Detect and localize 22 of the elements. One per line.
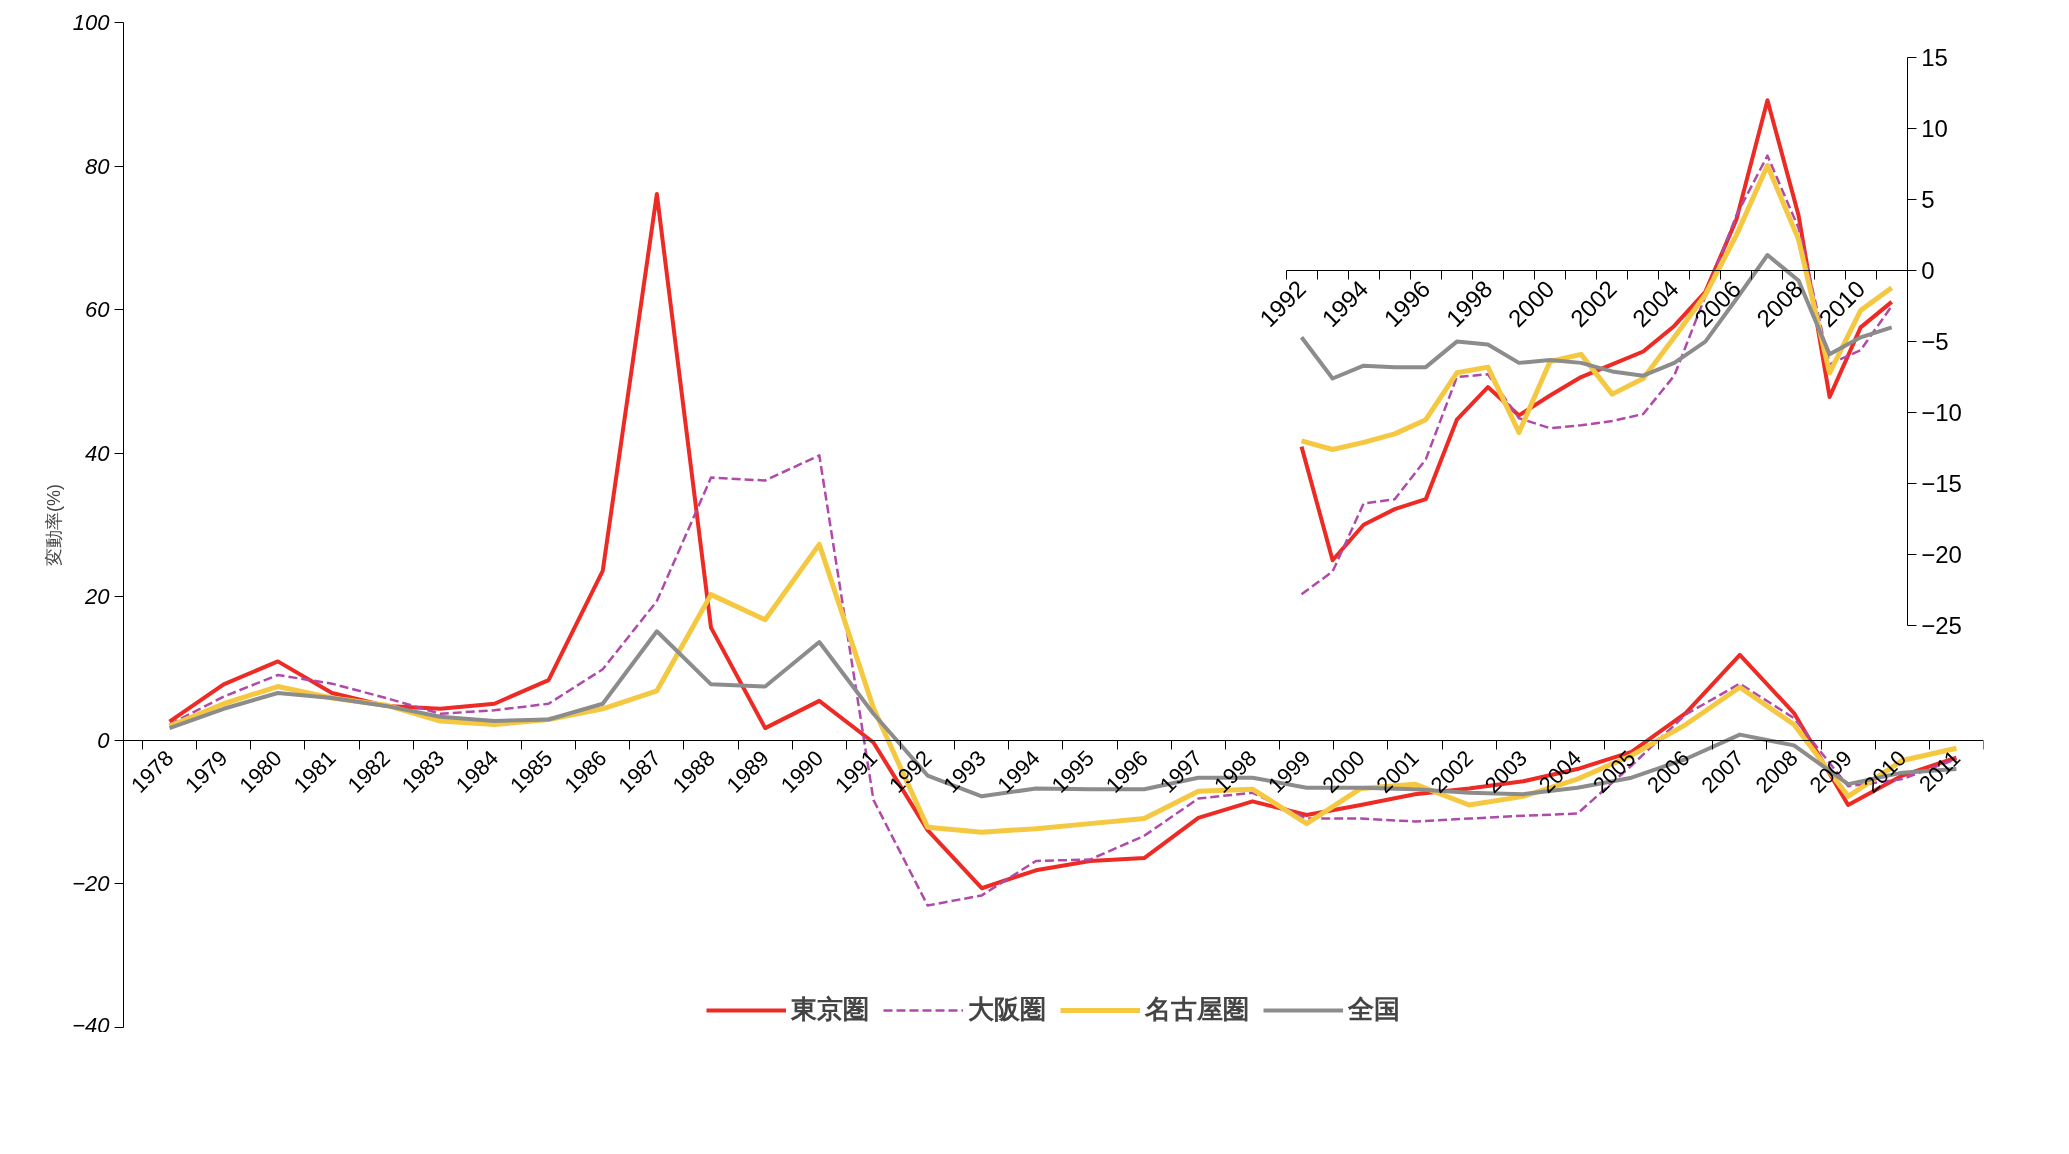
y-tick-label: 0 xyxy=(97,727,111,753)
y-tick-label: 5 xyxy=(1921,186,1935,214)
y-tick-label: 10 xyxy=(1921,115,1948,143)
y-tick-label: 15 xyxy=(1921,44,1948,72)
y-tick-label: −20 xyxy=(72,871,111,897)
legend-label: 東京圏 xyxy=(791,993,869,1026)
y-tick-label: −25 xyxy=(1921,612,1962,639)
y-tick-label: 0 xyxy=(1921,257,1935,285)
y-tick-label: 20 xyxy=(84,584,111,610)
y-tick-label: −15 xyxy=(1921,470,1962,498)
y-tick-label: −5 xyxy=(1921,328,1949,356)
legend-label: 名古屋圏 xyxy=(1145,993,1249,1026)
y-tick-label: −10 xyxy=(1921,399,1962,427)
y-tick-label: 100 xyxy=(72,10,111,35)
legend-label: 全国 xyxy=(1348,993,1400,1026)
y-tick-label: 40 xyxy=(85,440,111,466)
y-tick-label: 80 xyxy=(85,153,111,179)
y-tick-label: 60 xyxy=(85,297,111,323)
y-tick-label: −20 xyxy=(1921,541,1962,569)
y-axis-title: 変動率(%) xyxy=(44,484,65,566)
y-tick-label: −40 xyxy=(72,1012,111,1038)
legend-label: 大阪圏 xyxy=(968,993,1046,1026)
